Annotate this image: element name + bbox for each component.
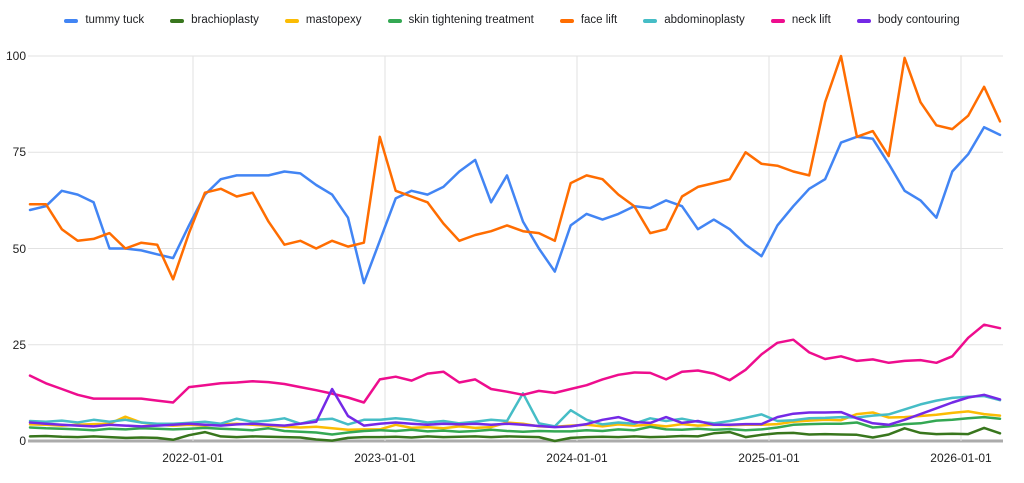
legend-swatch-icon <box>856 19 871 23</box>
legend-swatch-icon <box>170 19 185 23</box>
x-axis-tick-label: 2023-01-01 <box>354 451 416 465</box>
legend-label: mastopexy <box>305 14 362 27</box>
y-axis-tick-label: 75 <box>12 145 26 160</box>
legend-item-skin-tightening-treatment[interactable]: skin tightening treatment <box>387 14 534 27</box>
legend-swatch-icon <box>387 19 402 23</box>
legend-swatch-icon <box>284 19 299 23</box>
legend-swatch-icon <box>643 19 658 23</box>
series-line-mastopexy <box>28 410 1002 432</box>
x-axis-tick-label: 2024-01-01 <box>546 451 608 465</box>
legend-item-tummy-tuck[interactable]: tummy tuck <box>64 15 144 27</box>
legend-item-abdominoplasty[interactable]: abdominoplasty <box>643 15 745 27</box>
legend-item-face-lift[interactable]: face lift <box>559 14 618 27</box>
legend-label: skin tightening treatment <box>408 14 534 27</box>
series-line-neck-lift <box>28 323 1002 404</box>
series-line-brachioplasty <box>28 426 1002 443</box>
chart-legend: tummy tuck brachioplasty mastopexy skin tig… <box>0 10 1024 32</box>
series-line-tummy-tuck <box>28 125 1002 285</box>
x-axis-tick-label: 2022-01-01 <box>162 451 224 465</box>
legend-swatch-icon <box>770 19 785 23</box>
y-axis-tick-label: 50 <box>12 241 26 256</box>
legend-item-neck-lift[interactable]: neck lift <box>770 14 831 27</box>
x-axis-tick-label: 2026-01-01 <box>930 451 992 465</box>
legend-item-body-contouring[interactable]: body contouring <box>856 14 960 27</box>
legend-swatch-icon <box>64 19 79 23</box>
legend-item-mastopexy[interactable]: mastopexy <box>284 14 362 27</box>
legend-swatch-icon <box>559 19 574 23</box>
x-axis-tick-label: 2025-01-01 <box>738 451 800 465</box>
y-axis-tick-label: 100 <box>5 49 26 63</box>
legend-label: abdominoplasty <box>664 14 745 27</box>
legend-label: brachioplasty <box>191 14 259 27</box>
y-axis-tick-label: 25 <box>12 337 26 352</box>
legend-label: tummy tuck <box>85 14 145 27</box>
series-line-face-lift <box>28 54 1002 281</box>
y-axis-tick-label: 0 <box>19 434 26 448</box>
legend-item-brachioplasty[interactable]: brachioplasty <box>170 15 259 27</box>
legend-label: neck lift <box>791 14 831 27</box>
series-line-body-contouring <box>28 387 1002 429</box>
legend-label: face lift <box>580 14 618 27</box>
legend-label: body contouring <box>877 14 960 27</box>
series-line-skin-tightening-treatment <box>28 415 1002 436</box>
